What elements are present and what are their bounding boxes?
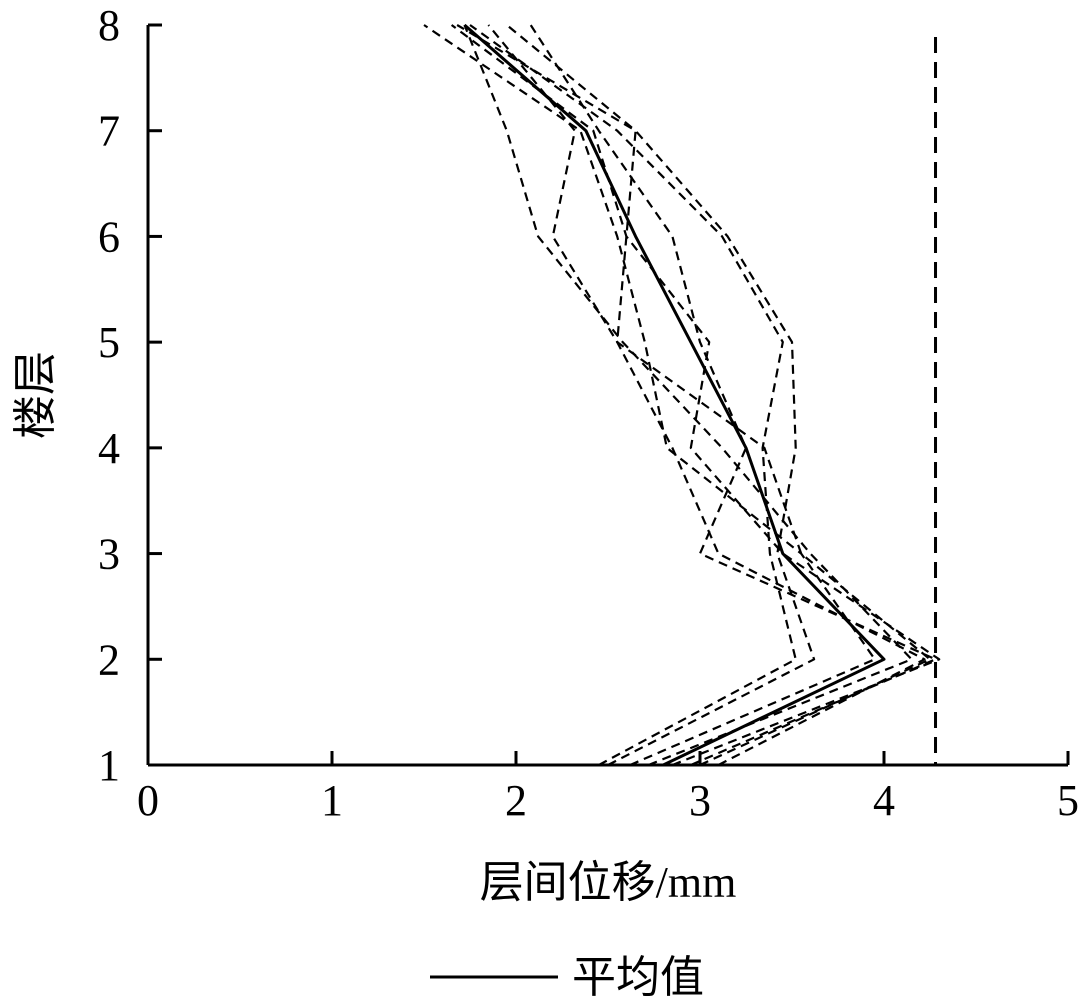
x-tick-label-1: 1 (321, 776, 343, 825)
y-tick-label-3: 3 (98, 530, 120, 579)
series-line-4 (463, 24, 913, 767)
x-tick-label-4: 4 (873, 776, 895, 825)
y-tick-label-2: 2 (98, 635, 120, 684)
series-group (423, 23, 941, 767)
series-mean-line (463, 23, 886, 767)
series-line-6 (506, 24, 932, 766)
x-tick-label-3: 3 (689, 776, 711, 825)
series-line-8 (529, 24, 937, 767)
y-tick-label-5: 5 (98, 318, 120, 367)
y-tick-label-6: 6 (98, 212, 120, 261)
x-tick-label-2: 2 (505, 776, 527, 825)
x-axis-ticks: 0 1 2 3 4 5 (137, 751, 1079, 825)
legend-label: 平均值 (572, 953, 704, 1001)
y-tick-label-1: 1 (98, 741, 120, 790)
legend: 平均值 (430, 953, 704, 1001)
y-tick-label-4: 4 (98, 424, 120, 473)
series-line-5 (450, 24, 941, 767)
y-axis-title: 楼层 (11, 351, 60, 439)
x-tick-label-0: 0 (137, 776, 159, 825)
x-tick-label-5: 5 (1057, 776, 1079, 825)
y-tick-label-8: 8 (98, 1, 120, 50)
x-axis-title: 层间位移/mm (480, 858, 737, 907)
series-line-3 (423, 24, 876, 767)
y-axis-ticks: 1 2 3 4 5 6 7 8 (98, 1, 162, 790)
series-line-2 (456, 24, 816, 766)
series-line-1 (469, 24, 797, 766)
series-line-7 (487, 24, 926, 766)
y-tick-label-7: 7 (98, 107, 120, 156)
